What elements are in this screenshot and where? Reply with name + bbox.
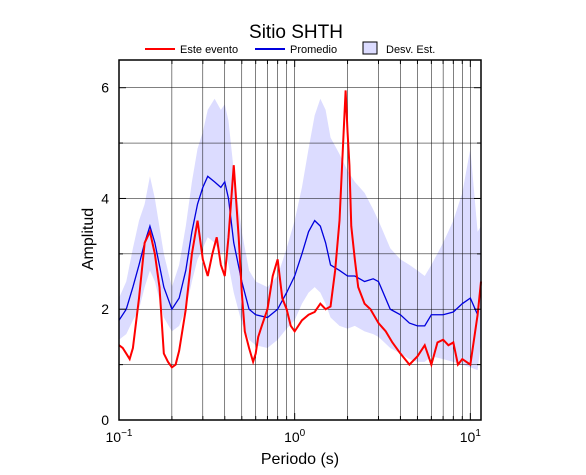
x-tick-label: 101 <box>460 428 482 445</box>
plot-frame <box>118 59 482 421</box>
legend-label-este-evento: Este evento <box>180 44 238 56</box>
axis-ticks <box>118 60 481 421</box>
y-tick-label: 0 <box>101 412 109 428</box>
x-tick-label: 100 <box>284 428 306 445</box>
plot-area <box>118 59 482 421</box>
chart-title: Sitio SHTH <box>249 22 343 43</box>
std-dev-band <box>119 98 481 371</box>
y-tick-labels: 0 2 4 6 <box>101 80 109 428</box>
y-tick-label: 6 <box>101 80 109 96</box>
legend-swatch-desv-est <box>362 41 378 55</box>
legend-label-promedio: Promedio <box>290 44 337 56</box>
legend: Este evento Promedio Desv. Est. <box>145 41 435 56</box>
mean-line <box>118 175 482 327</box>
event-line <box>118 90 482 369</box>
y-axis-title: Amplitud <box>80 208 97 270</box>
y-tick-label: 4 <box>101 190 109 206</box>
x-tick-label: 10−1 <box>106 428 133 445</box>
y-tick-label: 2 <box>101 301 109 317</box>
x-tick-labels: 10−1 100 101 <box>106 428 482 445</box>
legend-label-desv-est: Desv. Est. <box>386 44 435 56</box>
x-axis-title: Periodo (s) <box>261 451 339 468</box>
